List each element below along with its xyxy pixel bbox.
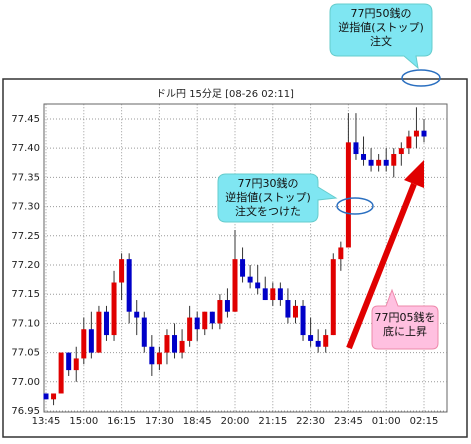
x-tick-label: 13:45 xyxy=(32,416,61,427)
candle-body xyxy=(149,346,155,365)
candle-body xyxy=(368,159,374,166)
x-tick-label: 01:00 xyxy=(372,416,401,427)
chart-title: ドル円 15分足 [08-26 02:11] xyxy=(156,88,294,100)
callout xyxy=(371,288,439,350)
x-tick-label: 20:00 xyxy=(221,416,250,427)
y-tick-label: 77.35 xyxy=(11,172,40,183)
y-tick-label: 77.30 xyxy=(11,202,40,213)
candle-body xyxy=(232,259,238,312)
candle-body xyxy=(103,311,109,336)
candle-body xyxy=(111,282,117,336)
candle-body xyxy=(421,130,427,137)
callout-text: 77円05銭を xyxy=(375,311,436,324)
y-tick-label: 77.40 xyxy=(11,143,40,154)
candle-body xyxy=(88,329,94,353)
candle-body xyxy=(66,352,72,371)
y-tick-label: 77.15 xyxy=(11,289,40,300)
candle-body xyxy=(96,311,102,353)
candle-body xyxy=(413,130,419,137)
candle-body xyxy=(156,352,162,365)
arrow-head xyxy=(404,160,424,188)
candle-body xyxy=(315,340,321,347)
candle-body xyxy=(43,393,49,400)
callout xyxy=(217,173,338,223)
candle-body xyxy=(361,154,367,160)
candle-body xyxy=(300,305,306,336)
candle-body xyxy=(345,142,351,248)
x-tick-label: 16:15 xyxy=(107,416,136,427)
candle-body xyxy=(247,276,253,283)
candle-body xyxy=(270,288,276,301)
candle-body xyxy=(308,335,314,341)
x-tick-label: 22:30 xyxy=(296,416,325,427)
y-tick-label: 76.95 xyxy=(11,406,40,417)
candle-body xyxy=(277,288,283,301)
candle-body xyxy=(119,259,125,283)
candle-body xyxy=(134,311,140,318)
y-tick-label: 77.10 xyxy=(11,318,40,329)
candle-body xyxy=(194,317,200,330)
candle-body xyxy=(376,159,382,166)
candle-body xyxy=(255,282,261,289)
candle-body xyxy=(179,340,185,353)
highlight-ellipse xyxy=(401,69,441,87)
candle-body xyxy=(141,317,147,347)
callout-text: 逆指値(ストップ) xyxy=(338,20,424,34)
candle-body xyxy=(202,311,208,330)
candle-body xyxy=(353,142,359,155)
y-tick-label: 77.25 xyxy=(11,231,40,242)
y-tick-label: 77.00 xyxy=(11,377,40,388)
candle-body xyxy=(187,317,193,341)
candle-body xyxy=(323,335,329,347)
y-tick-label: 77.45 xyxy=(11,114,40,125)
x-tick-label: 18:45 xyxy=(183,416,212,427)
candle-body xyxy=(383,159,389,166)
candle-body xyxy=(406,136,412,149)
candle-body xyxy=(73,358,79,371)
candle-body xyxy=(391,154,397,166)
x-tick-label: 02:15 xyxy=(410,416,439,427)
candle-body xyxy=(217,300,223,324)
candle-body xyxy=(81,329,87,359)
highlight-ellipse xyxy=(336,197,374,215)
x-tick-label: 21:15 xyxy=(258,416,287,427)
candle-body xyxy=(209,311,215,324)
x-tick-label: 17:30 xyxy=(145,416,174,427)
callout-text: 底に上昇 xyxy=(383,324,427,338)
x-tick-label: 15:00 xyxy=(69,416,98,427)
callout-text: 77円30銭の xyxy=(238,177,299,190)
candle-body xyxy=(398,148,404,155)
callout-text: 注文をつけた xyxy=(235,204,301,218)
callout xyxy=(329,3,433,70)
candle-body xyxy=(58,352,64,394)
callout-text: 注文 xyxy=(370,34,392,48)
x-tick-label: 23:45 xyxy=(334,416,363,427)
candle-body xyxy=(51,393,57,400)
callout-text: 逆指値(ストップ) xyxy=(225,190,311,204)
candle-body xyxy=(240,259,246,277)
candle-body xyxy=(285,300,291,318)
candle-body xyxy=(292,305,298,318)
y-tick-label: 77.05 xyxy=(11,348,40,359)
candle-body xyxy=(126,259,132,312)
callout-text: 77円50銭の xyxy=(351,7,412,20)
arrow xyxy=(346,182,417,350)
candle-body xyxy=(262,288,268,301)
candle-body xyxy=(338,247,344,260)
candle-body xyxy=(172,335,178,353)
y-tick-label: 77.20 xyxy=(11,260,40,271)
candle-body xyxy=(224,300,230,312)
candle-body xyxy=(330,259,336,336)
plot-frame xyxy=(43,103,448,413)
candle-body xyxy=(164,335,170,353)
